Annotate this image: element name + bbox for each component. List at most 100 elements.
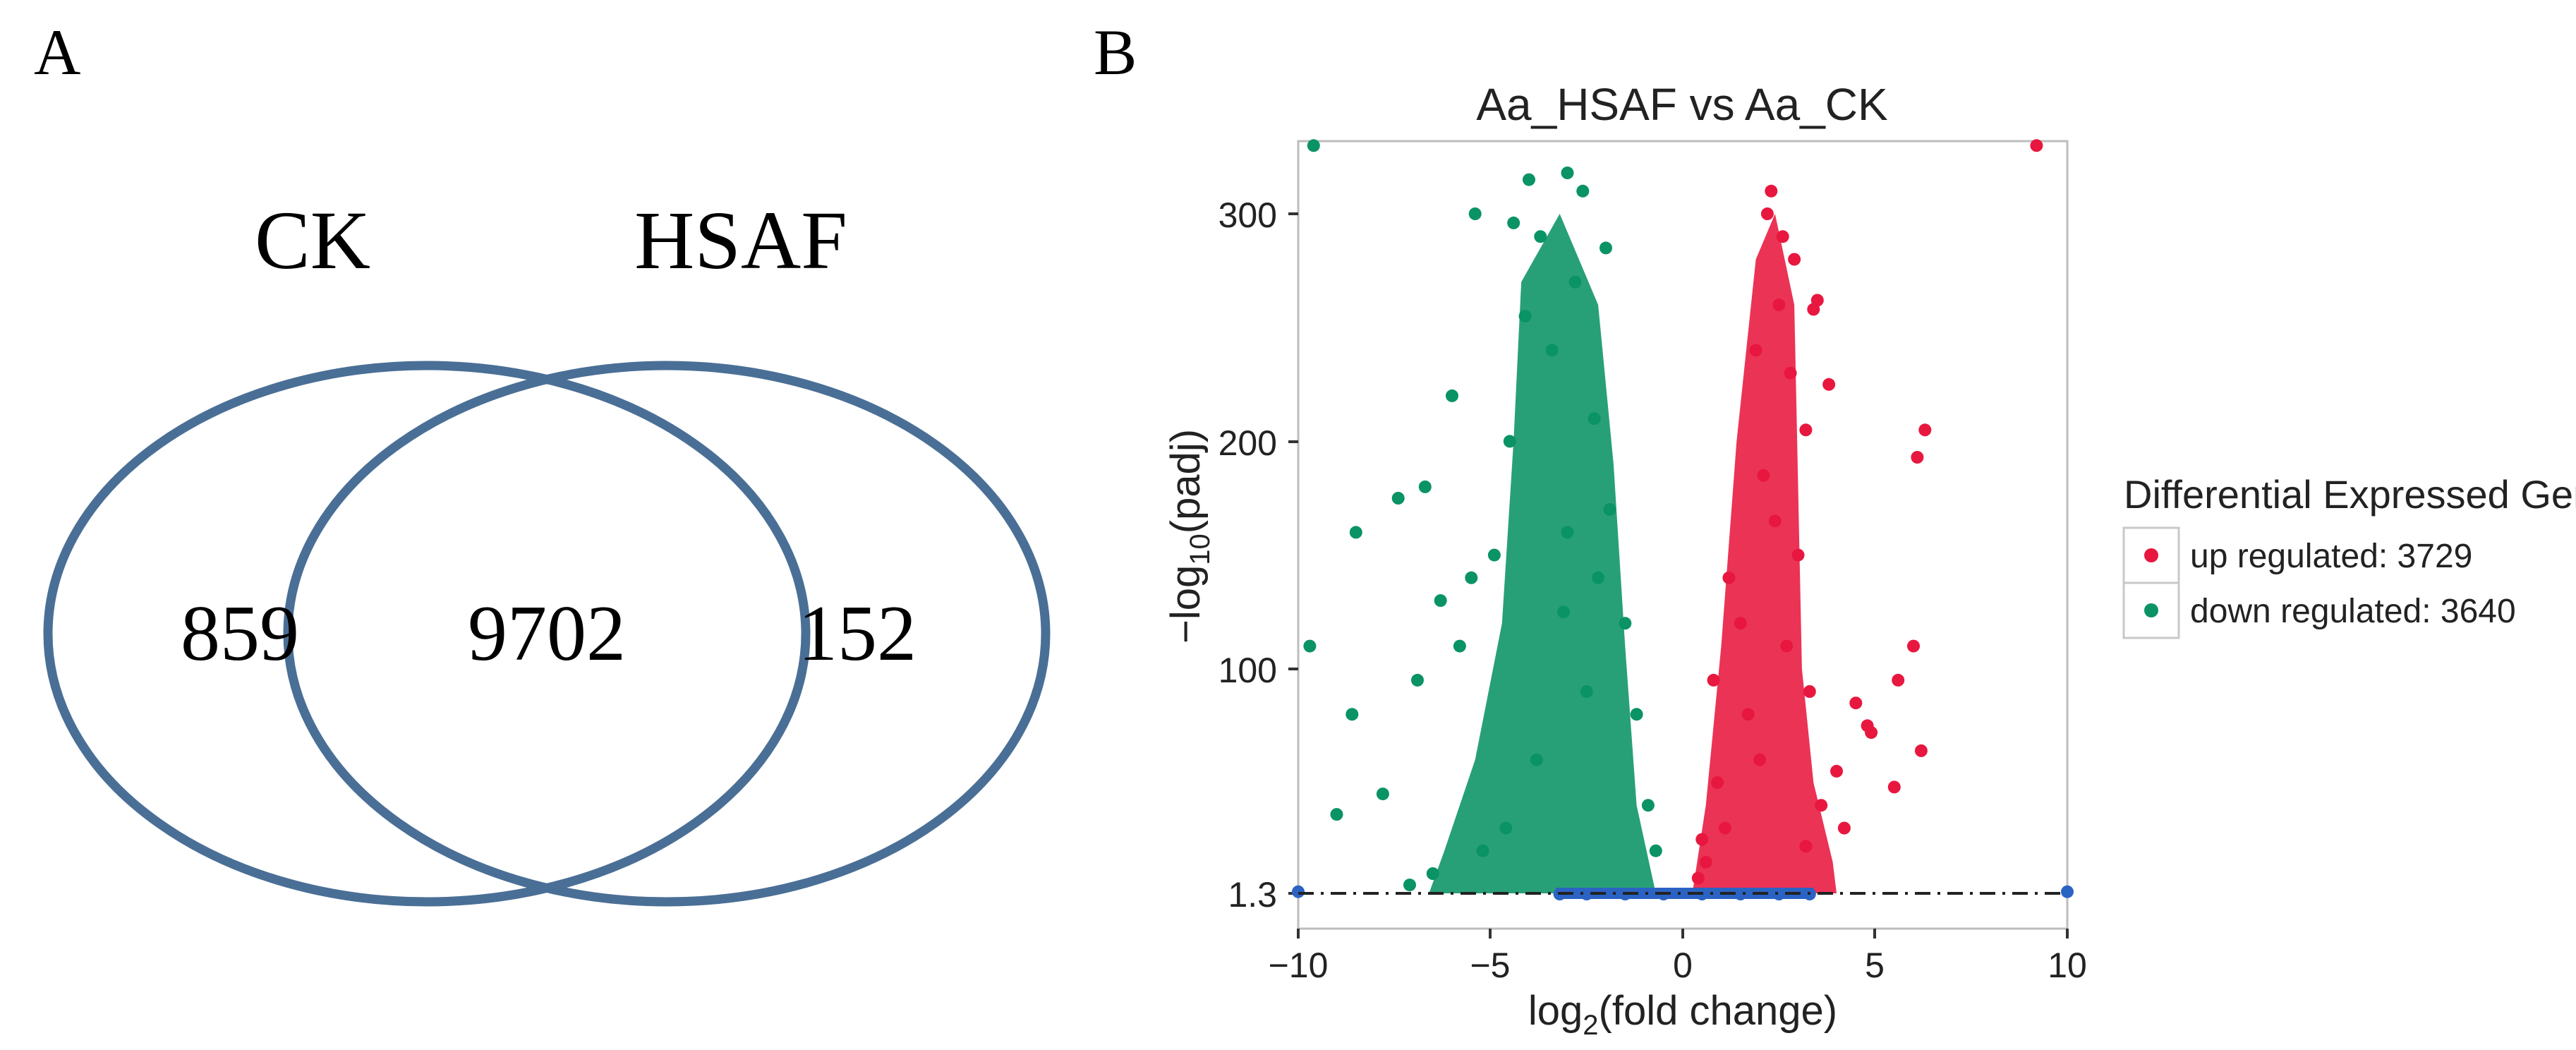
- legend-key-down-marker: [2144, 603, 2158, 617]
- down-regulated-point: [1600, 241, 1612, 255]
- up-regulated-point: [1753, 753, 1766, 766]
- y-tick-label-300: 300: [1219, 195, 1277, 235]
- down-regulated-point: [1603, 503, 1616, 517]
- up-regulated-point: [1865, 726, 1878, 740]
- x-tick-label-0: 0: [1673, 946, 1693, 985]
- panel-a-label: A: [34, 16, 80, 88]
- venn-label-ck: CK: [255, 194, 370, 286]
- up-regulated-point: [1768, 514, 1782, 528]
- down-regulated-point: [1518, 310, 1532, 323]
- x-tick-label-10: 10: [2048, 946, 2087, 985]
- up-regulated-point: [1707, 673, 1720, 687]
- down-regulated-point: [1557, 605, 1571, 619]
- panel-b-label: B: [1094, 16, 1137, 88]
- x-tick-label-neg10: −10: [1269, 946, 1329, 985]
- x-axis-ticks: [1297, 929, 2069, 939]
- down-regulated-point: [1487, 548, 1501, 562]
- down-regulated-point: [1307, 139, 1320, 152]
- up-regulated-point: [1815, 799, 1828, 812]
- up-regulated-point: [1741, 708, 1755, 721]
- down-regulated-point: [1403, 879, 1416, 892]
- down-regulated-point: [1588, 412, 1601, 426]
- up-regulated-point: [1791, 548, 1805, 562]
- venn-count-hsaf-only: 152: [798, 590, 917, 677]
- up-regulated-point: [1776, 230, 1789, 243]
- up-regulated-point: [1722, 571, 1736, 584]
- down-regulated-point: [1641, 799, 1655, 812]
- down-regulated-point: [1523, 173, 1535, 186]
- up-regulated-point: [1907, 639, 1920, 653]
- up-regulated-point: [1914, 744, 1928, 757]
- down-regulated-point: [1568, 275, 1582, 289]
- down-regulated-point: [1503, 435, 1516, 448]
- legend-key-up-marker: [2144, 548, 2158, 562]
- down-regulated-point: [1619, 617, 1632, 630]
- volcano-points: [1292, 139, 2074, 900]
- legend-label-up: up regulated: 3729: [2190, 538, 2472, 575]
- up-regulated-point: [1849, 696, 1863, 710]
- legend-label-down: down regulated: 3640: [2190, 593, 2516, 630]
- down-regulated-point: [1649, 844, 1662, 857]
- venn-count-ck-only: 859: [181, 590, 299, 677]
- venn-panel: A CK HSAF 859 9702 152: [34, 16, 1051, 907]
- y-axis-ticks: [1288, 212, 1298, 895]
- not-significant-point: [2061, 885, 2074, 898]
- x-tick-label-5: 5: [1865, 946, 1885, 985]
- down-regulated-point: [1434, 594, 1447, 608]
- x-tick-label-neg5: −5: [1470, 946, 1510, 985]
- chart-title: Aa_HSAF vs Aa_CK: [1476, 79, 1887, 130]
- venn-circle-ck: [43, 361, 811, 907]
- down-regulated-point: [1465, 571, 1478, 584]
- down-regulated-point: [1561, 167, 1574, 179]
- up-regulated-point: [1772, 298, 1786, 311]
- venn-count-intersection: 9702: [468, 590, 626, 677]
- down-regulated-point: [1418, 480, 1432, 493]
- up-regulated-cloud: [1692, 214, 1837, 893]
- not-significant-point: [1292, 885, 1305, 898]
- down-regulated-point: [1580, 685, 1593, 698]
- y-tick-label-100: 100: [1219, 651, 1277, 690]
- down-regulated-point: [1349, 526, 1362, 539]
- up-regulated-point: [1699, 855, 1712, 869]
- down-regulated-point: [1576, 184, 1590, 198]
- up-regulated-point: [1784, 366, 1797, 380]
- up-regulated-point: [1749, 344, 1762, 357]
- down-regulated-point: [1426, 867, 1439, 880]
- down-regulated-point: [1446, 389, 1458, 402]
- down-regulated-point: [1507, 216, 1520, 229]
- down-regulated-point: [1376, 788, 1389, 801]
- up-regulated-point: [1807, 303, 1820, 316]
- up-regulated-point: [1799, 840, 1813, 853]
- up-regulated-point: [1830, 764, 1843, 778]
- up-regulated-point: [1892, 673, 1905, 687]
- down-regulated-point: [1453, 639, 1466, 653]
- y-tick-label-200: 200: [1219, 423, 1277, 463]
- up-regulated-point: [1734, 617, 1747, 630]
- up-regulated-point: [1765, 184, 1778, 198]
- up-regulated-point: [1695, 833, 1709, 846]
- up-regulated-point: [1711, 776, 1724, 789]
- down-regulated-point: [1499, 821, 1513, 835]
- up-regulated-point: [1760, 207, 1774, 220]
- down-regulated-point: [1468, 207, 1482, 220]
- down-regulated-point: [1561, 526, 1574, 539]
- venn-label-hsaf: HSAF: [634, 194, 847, 286]
- volcano-panel: B Aa_HSAF vs Aa_CK 300 200 100 1.3 −10 −…: [1094, 16, 2576, 1041]
- down-regulated-point: [1303, 639, 1317, 653]
- down-regulated-point: [1476, 844, 1489, 857]
- y-axis-title: −log10(padj): [1163, 429, 1216, 644]
- volcano-density-clouds: [1429, 214, 1837, 893]
- not-significant-band: [1556, 888, 1814, 899]
- down-regulated-cloud: [1429, 214, 1656, 893]
- up-regulated-point: [1780, 639, 1794, 653]
- down-regulated-point: [1330, 808, 1343, 821]
- down-regulated-point: [1545, 344, 1559, 357]
- up-regulated-point: [1718, 821, 1731, 835]
- legend-title: Differential Expressed Genes ( 7369 ): [2124, 472, 2576, 517]
- down-regulated-point: [1391, 492, 1405, 505]
- legend: Differential Expressed Genes ( 7369 ) up…: [2122, 472, 2576, 639]
- up-regulated-point: [1918, 423, 1932, 437]
- up-regulated-point: [1911, 451, 1924, 464]
- up-regulated-point: [1757, 469, 1770, 482]
- up-regulated-point: [1803, 685, 1816, 698]
